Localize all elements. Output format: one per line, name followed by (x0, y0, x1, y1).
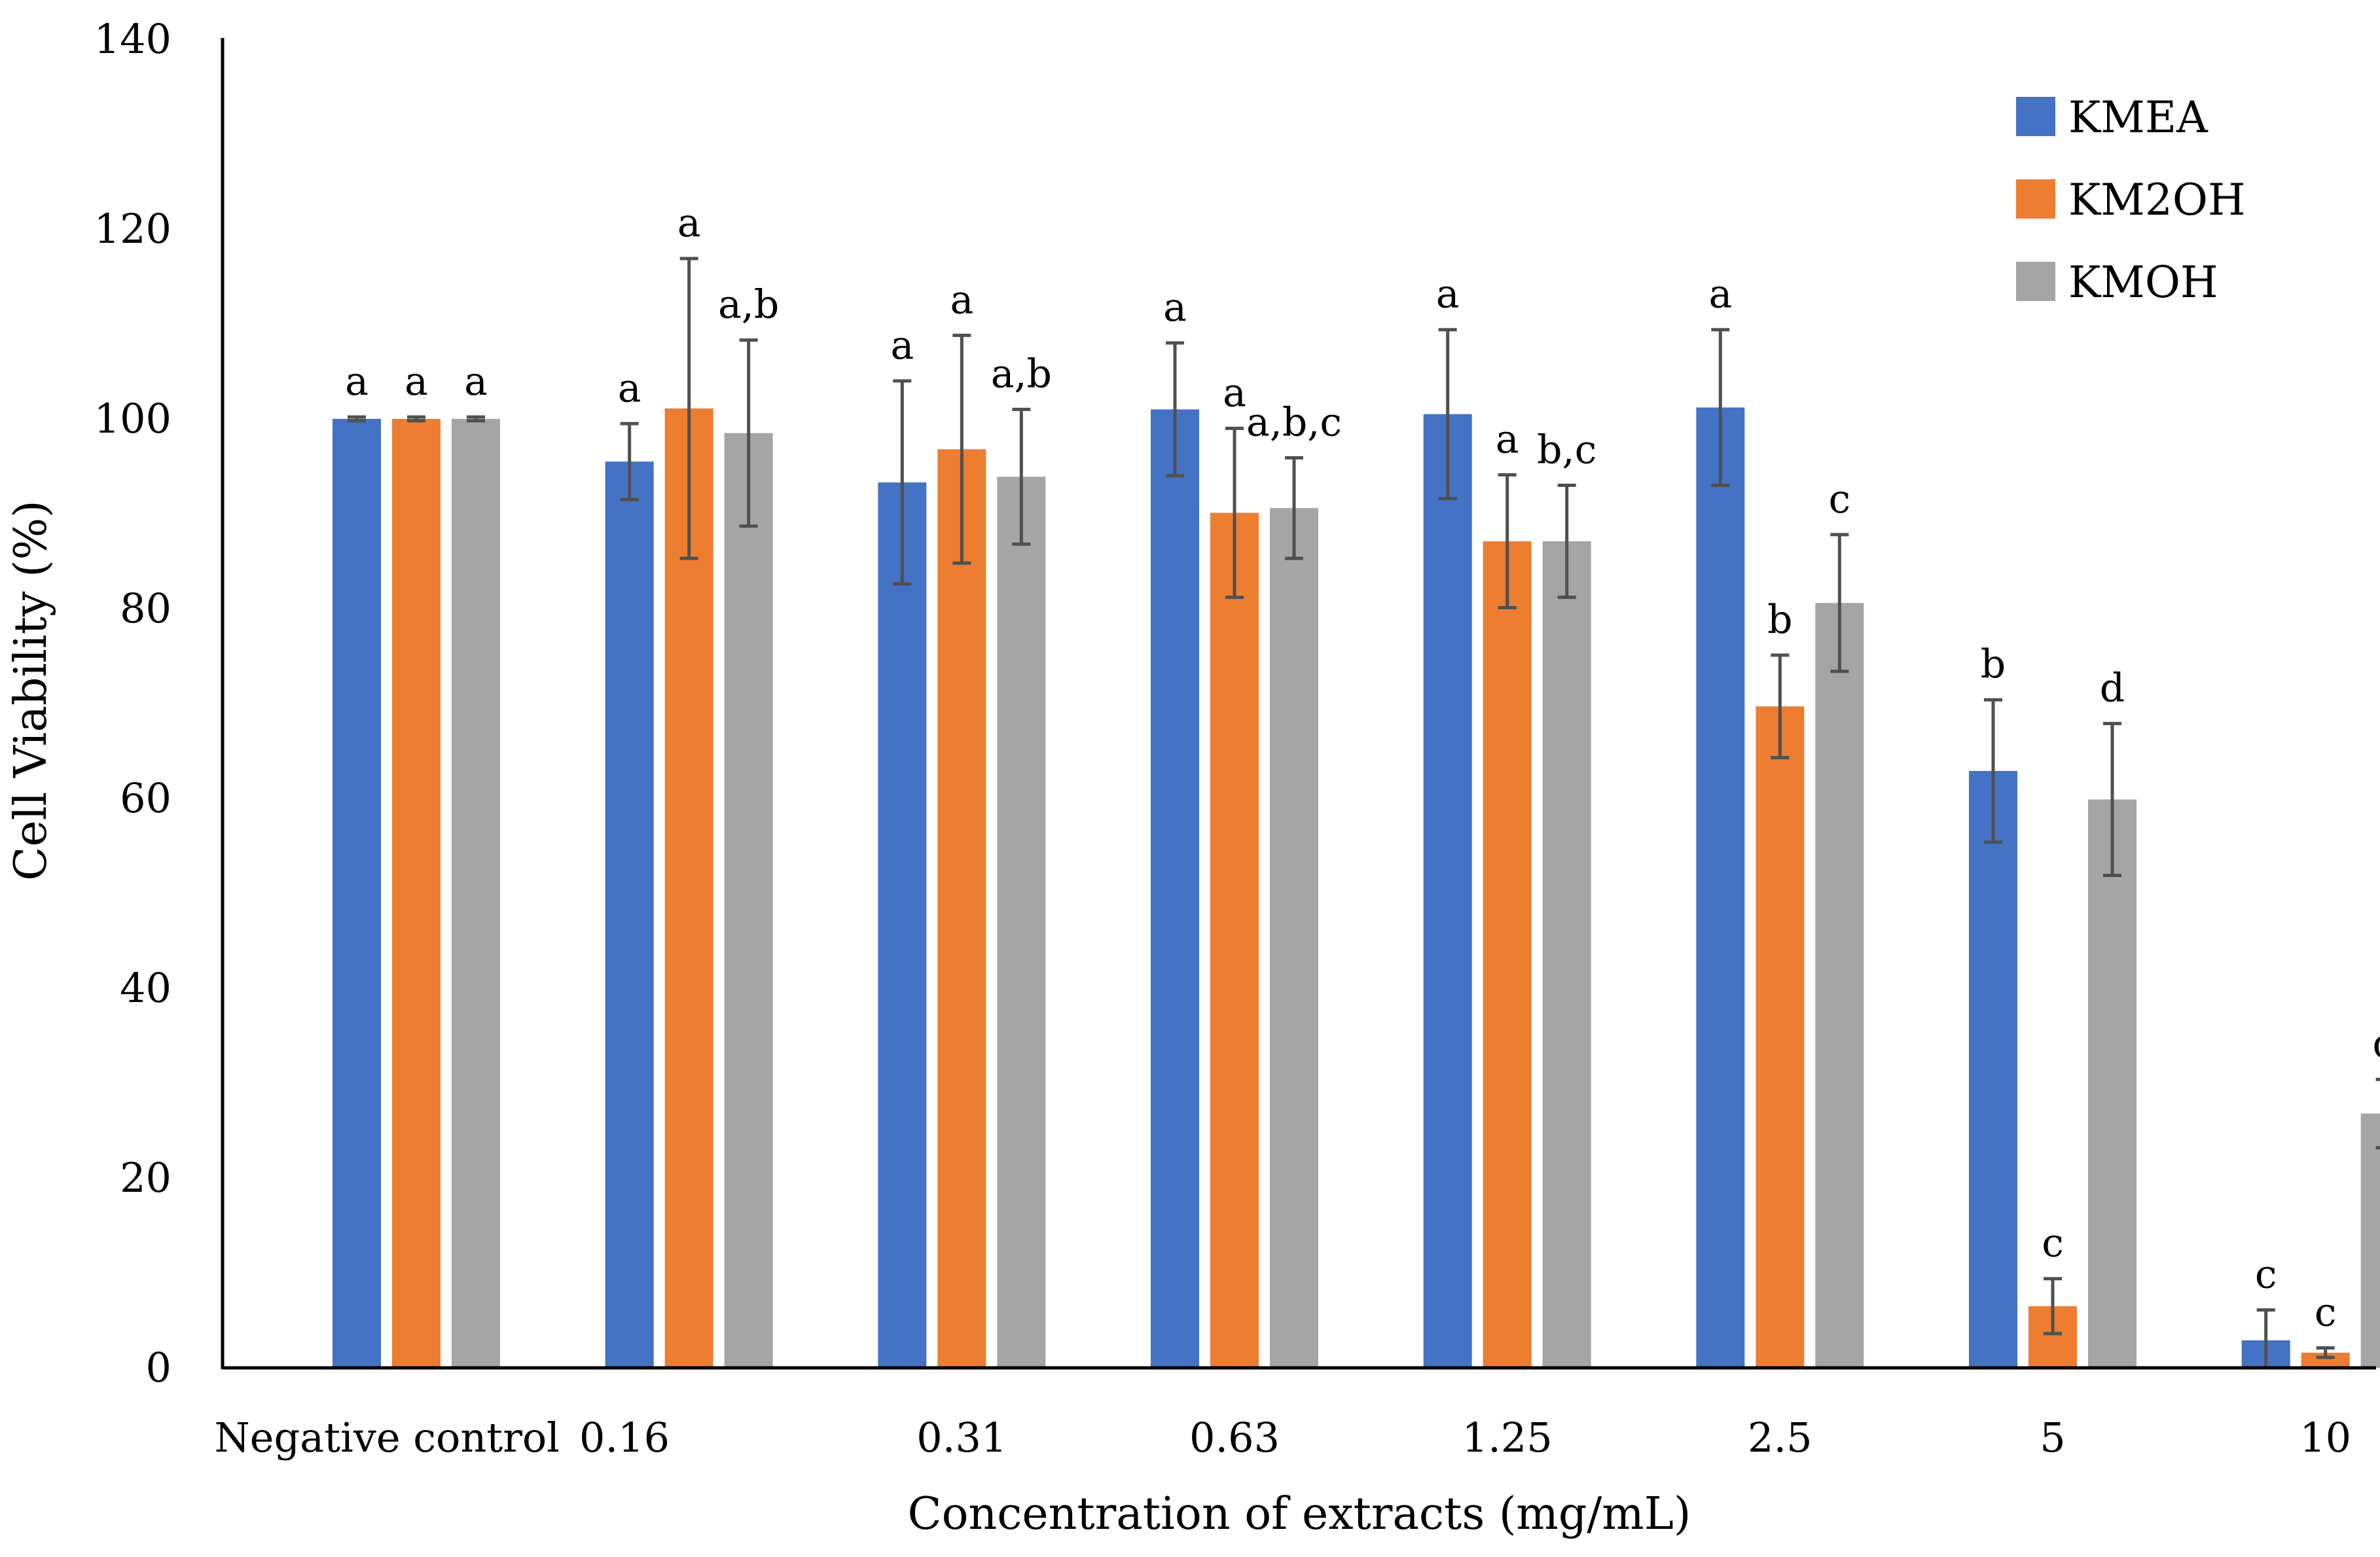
x-tick-label: 0.31 (916, 1414, 1007, 1461)
bar (1542, 541, 1591, 1368)
significance-label: a (1496, 417, 1519, 463)
legend-swatch (2016, 262, 2055, 301)
significance-label: b,c (1537, 427, 1596, 473)
x-tick-label: 2.5 (1748, 1414, 1812, 1461)
y-tick-labels: 0 20 40 60 80 100 120 140 (94, 15, 171, 1391)
bars-layer (333, 407, 2380, 1369)
significance-label: a (677, 200, 701, 246)
y-tick-label: 100 (94, 395, 171, 442)
y-axis-title: Cell Viability (%) (5, 500, 57, 880)
bar (333, 419, 381, 1368)
y-tick-label: 60 (120, 774, 171, 822)
significance-label: a (1436, 272, 1460, 317)
axes-layer (221, 38, 2376, 1370)
y-tick-label: 0 (146, 1344, 171, 1391)
significance-label: a,b (718, 282, 779, 328)
legend-label: KM2OH (2068, 175, 2246, 225)
legend-swatch (2016, 97, 2055, 136)
bar (1423, 414, 1472, 1368)
legend-swatch (2016, 179, 2055, 219)
bar (392, 419, 441, 1368)
bar (1696, 407, 1745, 1368)
significance-label: a (950, 277, 973, 323)
x-tick-label: 0.16 (579, 1414, 670, 1461)
bar (1815, 603, 1864, 1368)
bar (1969, 770, 2017, 1368)
legend-label: KMEA (2068, 92, 2209, 143)
significance-label: a (405, 359, 428, 404)
bar (2360, 1113, 2380, 1368)
bar (452, 419, 500, 1368)
y-tick-label: 140 (94, 15, 171, 63)
significance-label: a (464, 359, 488, 404)
legend-label: KMOH (2068, 257, 2218, 308)
bar (605, 461, 654, 1368)
significance-label: a (890, 323, 914, 368)
bar (664, 408, 713, 1368)
x-axis-title: Concentration of extracts (mg/mL) (908, 1488, 1691, 1540)
bar (1756, 706, 1805, 1368)
significance-label: a (1163, 285, 1187, 331)
y-tick-label: 40 (120, 964, 171, 1012)
x-tick-label: 10 (2299, 1414, 2351, 1461)
legend: KMEA KM2OH KMOH (2016, 92, 2246, 308)
significance-label: a (1708, 272, 1732, 317)
x-tick-label: 0.63 (1189, 1414, 1280, 1461)
significance-label: a,b,c (1246, 399, 1342, 445)
y-tick-label: 80 (120, 584, 171, 632)
bar (1483, 541, 1532, 1368)
bar (724, 433, 773, 1368)
bar (937, 449, 986, 1368)
y-tick-label: 20 (120, 1154, 171, 1202)
bar (1151, 409, 1199, 1368)
x-tick-label: 5 (2040, 1414, 2065, 1461)
significance-label: a (345, 359, 369, 404)
significance-label: a,b (991, 351, 1052, 397)
bar (878, 482, 927, 1368)
significance-label: c (2315, 1290, 2337, 1336)
significance-label: c (2255, 1252, 2277, 1298)
bar (997, 476, 1046, 1369)
significance-label: b (1767, 597, 1792, 643)
bar (2301, 1352, 2350, 1368)
x-tick-labels: Negative control 0.16 0.31 0.63 1.25 2.5 5 10 (215, 1414, 2352, 1461)
significance-label: a (618, 365, 641, 411)
bar (1210, 512, 1259, 1368)
x-tick-label: Negative control (215, 1414, 560, 1461)
x-tick-label: 1.25 (1462, 1414, 1553, 1461)
significance-label: b (1981, 641, 2006, 687)
bar (2088, 799, 2137, 1368)
significance-label: c (1829, 476, 1851, 522)
significance-label: c (2042, 1221, 2064, 1266)
significance-label: a (1223, 370, 1246, 416)
significance-label: d (2100, 665, 2125, 711)
significance-label: d (2372, 1021, 2380, 1067)
error-bars-layer (348, 257, 2380, 1370)
y-tick-label: 120 (94, 205, 171, 253)
bar (1270, 508, 1318, 1368)
